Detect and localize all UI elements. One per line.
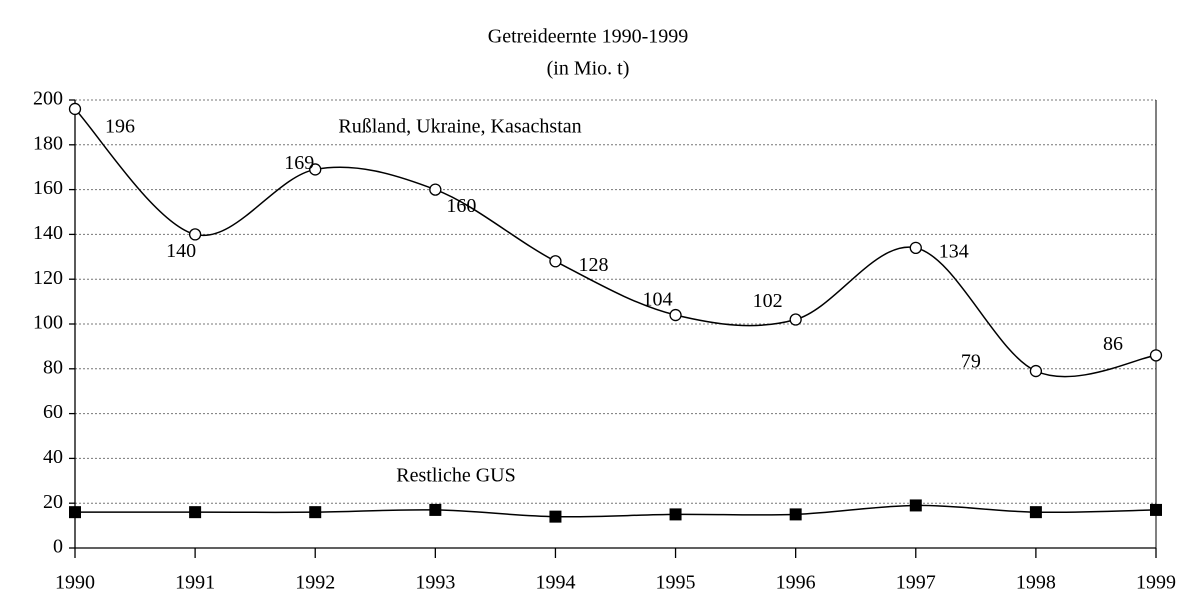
data-label: 79	[961, 351, 981, 373]
data-label: 102	[753, 290, 783, 312]
x-tick-label: 1994	[535, 572, 575, 594]
x-tick-label: 1999	[1136, 572, 1176, 594]
y-tick-label: 80	[43, 356, 63, 378]
point	[1150, 503, 1162, 516]
data-label: 169	[284, 152, 314, 174]
point	[69, 506, 81, 519]
y-tick-label: 20	[43, 491, 63, 513]
point	[1029, 506, 1042, 519]
point	[309, 163, 322, 176]
y-tick-label: 40	[43, 446, 63, 468]
point	[68, 102, 82, 116]
x-tick-label: 1993	[415, 572, 455, 594]
data-label: 104	[643, 289, 673, 311]
data-label: 134	[939, 240, 969, 262]
point	[188, 228, 202, 241]
data-label: 86	[1103, 333, 1123, 355]
point	[909, 499, 922, 512]
point	[669, 508, 682, 521]
point	[909, 241, 922, 254]
x-tick-label: 1990	[55, 572, 95, 594]
x-tick-label: 1998	[1016, 572, 1056, 594]
data-label: 160	[446, 195, 476, 217]
x-tick-label: 1992	[295, 572, 335, 594]
data-label: 128	[578, 254, 608, 276]
point	[1149, 349, 1163, 362]
point	[789, 313, 802, 326]
x-tick-label: 1991	[175, 572, 215, 594]
y-tick-label: 100	[33, 312, 63, 334]
x-tick-label: 1995	[656, 572, 696, 594]
x-tick-label: 1997	[896, 572, 936, 594]
y-tick-label: 60	[43, 401, 63, 423]
point	[789, 508, 802, 521]
point	[1029, 364, 1043, 378]
series-line	[75, 504, 1157, 518]
y-tick-label: 160	[33, 177, 63, 199]
chart-title: Getreideernte 1990-1999	[488, 26, 688, 48]
point	[309, 506, 322, 519]
point	[429, 183, 442, 196]
data-label: 196	[105, 116, 135, 138]
y-tick-label: 120	[33, 267, 63, 289]
x-tick-label: 1996	[776, 572, 816, 594]
point	[549, 255, 562, 268]
chart-subtitle: (in Mio. t)	[547, 58, 630, 80]
series-label: Restliche GUS	[396, 465, 515, 487]
point	[549, 510, 562, 523]
data-label: 140	[166, 240, 196, 262]
y-tick-label: 140	[33, 222, 63, 244]
y-tick-label: 180	[33, 132, 63, 154]
point	[429, 503, 442, 516]
series-label: Rußland, Ukraine, Kasachstan	[338, 116, 581, 138]
point	[189, 506, 202, 519]
y-tick-label: 200	[33, 88, 63, 110]
point	[669, 308, 682, 322]
y-tick-label: 0	[53, 536, 63, 558]
series-line	[74, 108, 1157, 378]
